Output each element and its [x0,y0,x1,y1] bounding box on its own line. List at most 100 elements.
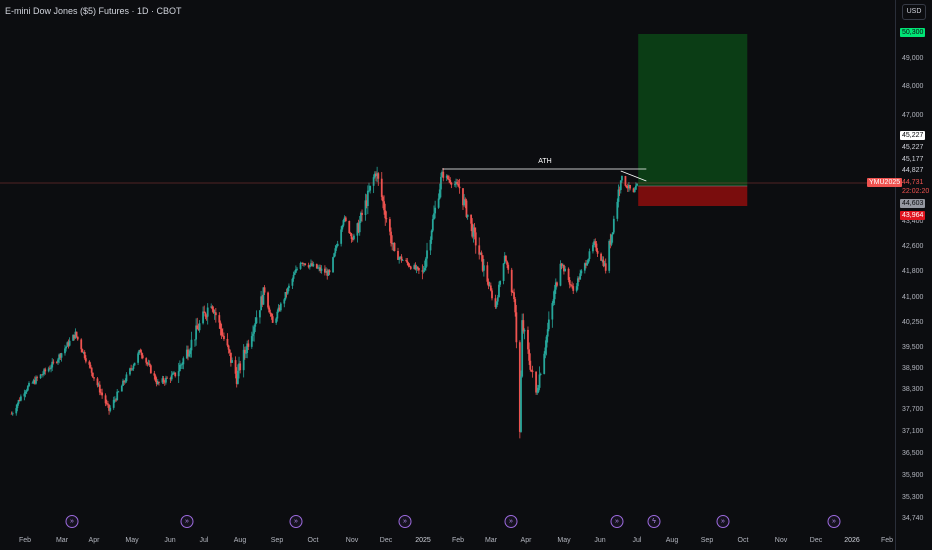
dividend-arrow-icon[interactable]: » [180,515,194,528]
candle [579,269,582,280]
candle [198,320,201,333]
candle [188,348,191,358]
price-tick-label: 36,500 [902,450,924,457]
candle [442,168,445,182]
candle [33,376,36,385]
candle [426,242,428,267]
currency-button[interactable]: USD [902,4,926,20]
candle [259,310,261,324]
candle [221,328,224,337]
candle [162,376,165,385]
candle [328,269,331,275]
candle [161,375,164,384]
candle [230,352,232,367]
candle [628,182,630,192]
candle [523,328,526,340]
dividend-arrow-icon[interactable]: » [65,515,79,528]
candle [109,405,112,413]
loss-zone[interactable] [638,186,748,206]
candle [553,284,556,306]
candle [609,233,612,249]
candle [122,378,124,386]
candle [220,323,223,340]
candle [447,174,449,180]
candle [242,344,245,378]
candle [165,375,167,385]
candle [629,184,631,191]
candle [149,364,152,374]
candle [543,351,546,375]
candle [155,377,158,387]
candle [552,291,555,306]
dividend-arrow-icon[interactable]: » [827,515,841,528]
candle [93,377,95,381]
candle [219,320,222,336]
candle [333,252,336,258]
candle [390,227,392,247]
symbol-tag: YMU2025 [867,178,903,187]
candle [260,290,262,311]
candle [177,362,180,383]
price-scale[interactable] [895,0,932,550]
candle [611,232,614,243]
candle [212,306,215,314]
candle [31,381,34,384]
dividend-arrow-icon[interactable]: » [610,515,624,528]
target-price-tag: 50,300 [900,28,926,37]
candle [203,305,206,313]
symbol-title[interactable]: E-mini Dow Jones ($5) Futures · 1D · CBO… [5,6,182,16]
candle [245,346,247,358]
chart-pane[interactable]: E-mini Dow Jones ($5) Futures · 1D · CBO… [0,0,895,530]
candle [343,215,346,223]
candle [546,322,549,343]
candle [125,372,128,383]
candle [205,314,208,321]
candle [76,336,79,341]
candle [311,260,314,267]
candle [113,396,116,403]
candle [349,231,352,237]
candle [358,215,361,236]
trend-line[interactable] [620,170,647,182]
candle [317,265,319,270]
candle [351,237,354,242]
candle [567,267,570,283]
time-tick-label: Mar [484,537,498,544]
candle [138,349,141,356]
candle [569,284,572,288]
candle [231,357,233,364]
candle [19,394,22,402]
candle [91,372,94,378]
candle [575,283,578,293]
dividend-arrow-icon[interactable]: » [504,515,518,528]
candle [429,236,432,255]
candle [486,261,489,285]
dividend-arrow-icon[interactable]: » [289,515,303,528]
candle [100,388,102,396]
candle [348,220,351,234]
candle [382,195,384,209]
candle [55,360,58,364]
earnings-flash-icon[interactable]: ϟ [647,515,661,528]
price-tick-label: 34,740 [902,515,924,522]
profit-zone[interactable] [638,34,748,186]
candle [211,305,214,312]
candle [513,288,515,303]
time-tick-label: Jun [594,537,606,544]
time-tick-label: Jul [199,537,209,544]
candle [131,368,134,371]
candle [368,182,370,193]
candle [307,262,310,269]
dividend-arrow-icon[interactable]: » [398,515,412,528]
candle [332,256,334,274]
candle [520,370,522,433]
candle [364,193,367,221]
candle [422,265,425,274]
candle [187,345,189,361]
candle [496,294,499,305]
dividend-arrow-icon[interactable]: » [716,515,730,528]
candle [388,216,391,236]
candle [407,262,410,268]
candle [474,227,477,254]
price-chart[interactable] [0,0,895,530]
